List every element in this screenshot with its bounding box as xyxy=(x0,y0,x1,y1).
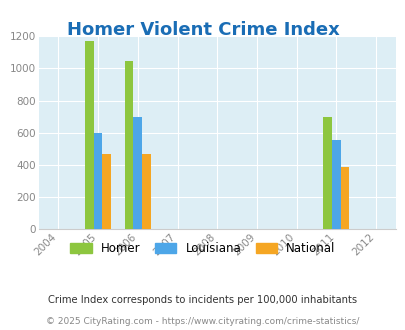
Bar xyxy=(94,133,102,229)
Bar xyxy=(133,117,142,229)
Text: © 2025 CityRating.com - https://www.cityrating.com/crime-statistics/: © 2025 CityRating.com - https://www.city… xyxy=(46,317,359,326)
Bar xyxy=(124,61,133,229)
Bar xyxy=(102,154,111,229)
Bar xyxy=(331,140,340,229)
Text: Crime Index corresponds to incidents per 100,000 inhabitants: Crime Index corresponds to incidents per… xyxy=(48,295,357,305)
Bar xyxy=(85,41,94,229)
Bar xyxy=(340,167,349,229)
Legend: Homer, Louisiana, National: Homer, Louisiana, National xyxy=(66,237,339,260)
Bar xyxy=(142,154,151,229)
Bar xyxy=(322,117,331,229)
Text: Homer Violent Crime Index: Homer Violent Crime Index xyxy=(66,21,339,40)
